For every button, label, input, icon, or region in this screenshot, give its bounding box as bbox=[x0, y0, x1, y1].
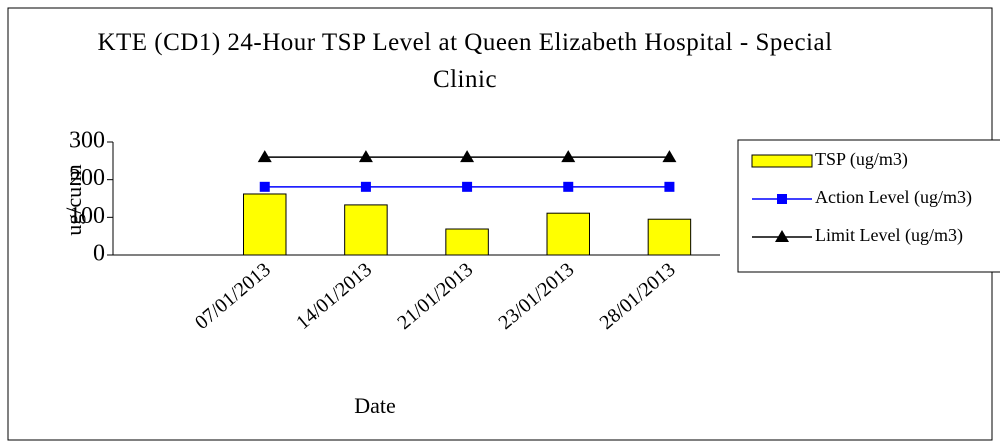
y-axis-label: ug/cu.m bbox=[61, 164, 86, 236]
marker bbox=[561, 150, 576, 163]
marker bbox=[259, 181, 270, 192]
y-tick-label: 100 bbox=[69, 203, 105, 229]
legend-label: Action Level (ug/m3) bbox=[815, 187, 972, 208]
marker bbox=[460, 150, 475, 163]
marker bbox=[360, 181, 371, 192]
bar bbox=[445, 228, 489, 256]
x-axis-label: Date bbox=[354, 393, 396, 418]
marker bbox=[358, 150, 373, 163]
y-tick-label: 0 bbox=[93, 241, 105, 267]
bar bbox=[344, 204, 388, 256]
legend-swatch bbox=[751, 154, 813, 168]
marker bbox=[775, 230, 789, 242]
legend-label: Limit Level (ug/m3) bbox=[815, 225, 963, 246]
marker bbox=[462, 181, 473, 192]
marker bbox=[563, 181, 574, 192]
y-tick-label: 300 bbox=[69, 128, 105, 154]
chart-title: KTE (CD1) 24-Hour TSP Level at Queen Eli… bbox=[97, 29, 833, 93]
marker bbox=[777, 194, 787, 204]
y-tick-label: 200 bbox=[69, 165, 105, 191]
marker bbox=[662, 150, 677, 163]
bar bbox=[647, 218, 692, 256]
bar bbox=[243, 193, 287, 256]
legend-label: TSP (ug/m3) bbox=[815, 149, 908, 170]
marker bbox=[664, 181, 675, 192]
bar bbox=[546, 212, 590, 256]
marker bbox=[257, 150, 272, 163]
